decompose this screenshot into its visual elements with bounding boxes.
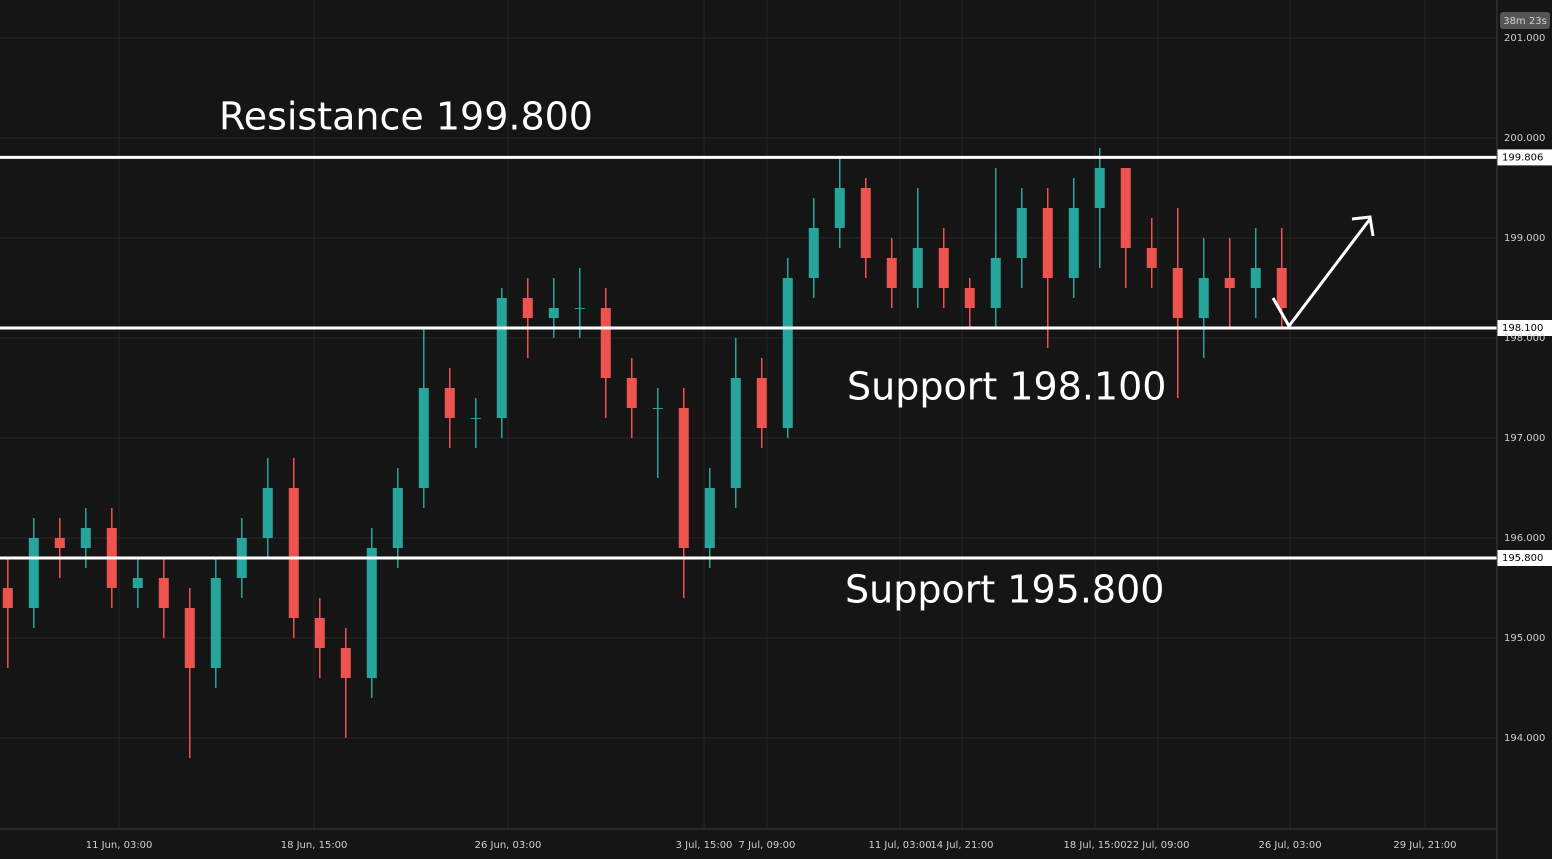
candle-body <box>756 378 767 428</box>
candle-body <box>1042 208 1053 278</box>
candle-body <box>990 258 1001 308</box>
candle-body <box>730 378 741 488</box>
candle-body <box>1016 208 1027 258</box>
annotation: Resistance 199.800 <box>219 95 593 139</box>
level-tag <box>1497 320 1552 336</box>
level-label: 199.806 <box>1502 152 1543 163</box>
candle-body <box>808 228 819 278</box>
y-tick-label: 198.000 <box>1504 333 1545 344</box>
x-tick-label: 11 Jul, 03:00 <box>868 840 931 851</box>
candle-body <box>1250 268 1261 288</box>
level-tag <box>1497 550 1552 566</box>
y-tick-label: 196.000 <box>1504 533 1545 544</box>
candle-body <box>548 308 559 318</box>
y-tick-label: 195.000 <box>1504 633 1545 644</box>
annotation: Support 195.800 <box>845 568 1164 612</box>
candle-body <box>886 258 897 288</box>
candle-body <box>522 298 533 318</box>
candle-body <box>496 298 507 418</box>
x-tick-label: 29 Jul, 21:00 <box>1393 840 1456 851</box>
candle-body <box>1276 268 1287 308</box>
y-tick-label: 201.000 <box>1504 33 1545 44</box>
candle-body <box>288 488 299 618</box>
x-tick-label: 26 Jul, 03:00 <box>1258 840 1321 851</box>
candle-body <box>912 248 923 288</box>
candle-body <box>158 578 169 608</box>
candle-body <box>2 588 13 608</box>
candle-body <box>262 488 273 538</box>
x-tick-label: 18 Jun, 15:00 <box>281 840 348 851</box>
candle-body <box>1224 278 1235 288</box>
candle-body <box>366 548 377 678</box>
y-tick-label: 199.000 <box>1504 233 1545 244</box>
candle-body <box>184 608 195 668</box>
candle-body <box>652 408 663 409</box>
candle-body <box>392 488 403 548</box>
candle-body <box>938 248 949 288</box>
timer-box <box>1500 12 1550 29</box>
candle-body <box>678 408 689 548</box>
level-label: 198.100 <box>1502 323 1543 334</box>
candle-body <box>574 308 585 309</box>
candle-body <box>1094 168 1105 208</box>
level-tag <box>1497 149 1552 166</box>
annotation: Support 198.100 <box>847 365 1166 409</box>
candle-body <box>1172 268 1183 318</box>
y-tick-label: 194.000 <box>1504 733 1545 744</box>
candle-body <box>964 288 975 308</box>
candle-body <box>340 648 351 678</box>
y-tick-label: 200.000 <box>1504 133 1545 144</box>
x-tick-label: 3 Jul, 15:00 <box>676 840 733 851</box>
x-tick-label: 18 Jul, 15:00 <box>1063 840 1126 851</box>
timer: 38m 23s <box>1503 16 1547 27</box>
candle-body <box>704 488 715 548</box>
candle-body <box>1146 248 1157 268</box>
candle-body <box>1068 208 1079 278</box>
x-tick-label: 7 Jul, 09:00 <box>739 840 796 851</box>
candle-body <box>132 578 143 588</box>
x-tick-label: 14 Jul, 21:00 <box>930 840 993 851</box>
candle-body <box>28 538 39 608</box>
candle-body <box>1120 168 1131 248</box>
x-tick-label: 22 Jul, 09:00 <box>1126 840 1189 851</box>
candle-body <box>834 188 845 228</box>
candle-body <box>444 388 455 418</box>
candle-body <box>860 188 871 258</box>
candle-body <box>80 528 91 548</box>
candle-body <box>600 308 611 378</box>
candle-body <box>418 388 429 488</box>
candle-body <box>54 538 65 548</box>
candle-body <box>782 278 793 428</box>
candle-body <box>626 378 637 408</box>
x-tick-label: 26 Jun, 03:00 <box>475 840 542 851</box>
y-tick-label: 197.000 <box>1504 433 1545 444</box>
candle-body <box>210 578 221 668</box>
candle-body <box>1198 278 1209 318</box>
x-tick-label: 11 Jun, 03:00 <box>86 840 153 851</box>
candle-body <box>314 618 325 648</box>
candle-body <box>470 418 481 419</box>
level-label: 195.800 <box>1502 553 1543 564</box>
arrow <box>1271 215 1375 329</box>
